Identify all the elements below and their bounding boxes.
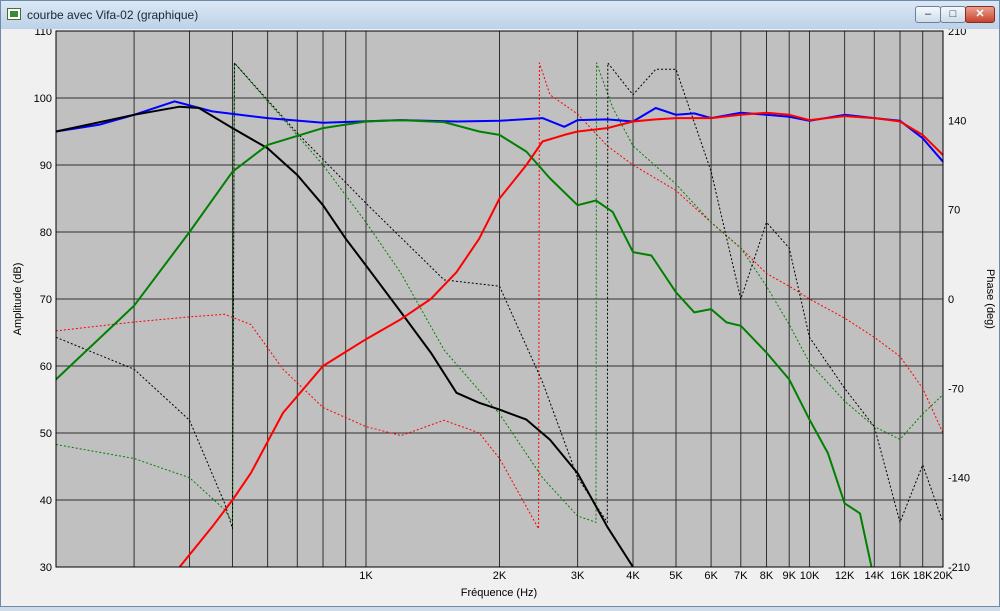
maximize-button[interactable]: □ (940, 6, 966, 23)
amplitude-series-line (55, 119, 873, 568)
y2-tick-labels: -210 -140 -70 0 70 140 210 (948, 26, 970, 574)
x-tick-label: 12K (835, 570, 855, 582)
x-tick-label: 8K (760, 570, 774, 582)
y2-tick-label: 0 (948, 294, 954, 306)
series-layer (55, 62, 944, 568)
x-tick-label: 2K (493, 570, 507, 582)
y-tick-labels: 30 40 50 60 70 80 90 100 110 (34, 26, 52, 574)
y2-tick-label: 140 (948, 115, 966, 127)
y2-tick-label: -210 (948, 562, 970, 574)
phase-series-line (55, 62, 944, 523)
y-tick-label: 30 (40, 562, 52, 574)
y-tick-label: 60 (40, 361, 52, 373)
phase-series-line (55, 62, 944, 530)
frequency-response-chart: 30 40 50 60 70 80 90 100 110 -210 -140 -70 0 70 140 21… (12, 26, 996, 599)
x-tick-label: 18K (913, 570, 933, 582)
y2-tick-label: -140 (948, 473, 970, 485)
x-tick-label: 6K (704, 570, 718, 582)
plot-area: 30 40 50 60 70 80 90 100 110 -210 -140 -70 0 70 140 21… (1, 26, 999, 606)
x-tick-label: 9K (782, 570, 796, 582)
y-tick-label: 40 (40, 495, 52, 507)
y-tick-label: 110 (34, 29, 52, 38)
y2-tick-label: -70 (948, 383, 964, 395)
y-tick-label: 50 (40, 428, 52, 440)
x-tick-label: 3K (571, 570, 585, 582)
x-tick-label: 20K (933, 570, 953, 582)
x-tick-label: 16K (890, 570, 910, 582)
y-tick-label: 70 (40, 294, 52, 306)
amplitude-series-line (55, 105, 634, 568)
minimize-button[interactable]: – (915, 6, 941, 23)
window-title: courbe avec Vifa-02 (graphique) (27, 8, 199, 22)
x-tick-label: 10K (800, 570, 820, 582)
x-axis-label: Fréquence (Hz) (461, 587, 537, 599)
x-tick-label: 7K (734, 570, 748, 582)
phase-series-line (55, 62, 944, 530)
y-tick-label: 100 (34, 93, 52, 105)
y2-axis-label: Phase (deg) (984, 269, 996, 329)
x-tick-label: 5K (669, 570, 683, 582)
y2-tick-label: 70 (948, 205, 960, 217)
x-tick-label: 14K (865, 570, 885, 582)
x-tick-labels: 1K 2K 3K 4K 5K 6K 7K 8K 9K 10K 12K 14K 16K 18K 20K (359, 570, 953, 582)
y-axis-label: Amplitude (dB) (12, 263, 24, 336)
x-tick-label: 4K (626, 570, 640, 582)
y-tick-label: 80 (40, 227, 52, 239)
close-button[interactable]: ✕ (965, 6, 995, 23)
plot-frame (55, 30, 944, 568)
y2-tick-label: 210 (948, 29, 966, 38)
amplitude-series-line (178, 111, 944, 568)
y-tick-label: 90 (40, 160, 52, 172)
app-icon (7, 8, 21, 20)
title-bar[interactable]: courbe avec Vifa-02 (graphique) – □ ✕ (1, 1, 999, 30)
x-tick-label: 1K (359, 570, 373, 582)
